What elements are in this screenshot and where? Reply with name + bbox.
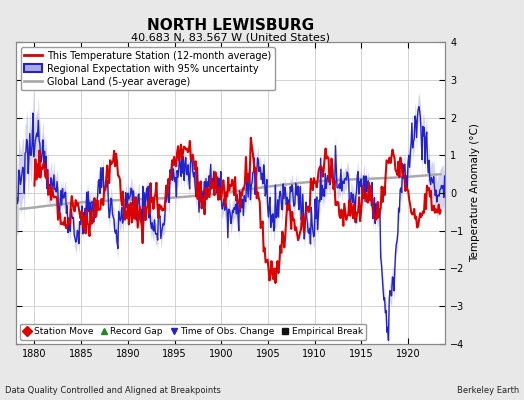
- Text: Data Quality Controlled and Aligned at Breakpoints: Data Quality Controlled and Aligned at B…: [5, 386, 221, 395]
- Y-axis label: Temperature Anomaly (°C): Temperature Anomaly (°C): [470, 124, 480, 262]
- Text: 40.683 N, 83.567 W (United States): 40.683 N, 83.567 W (United States): [131, 33, 330, 43]
- Text: Berkeley Earth: Berkeley Earth: [456, 386, 519, 395]
- Text: NORTH LEWISBURG: NORTH LEWISBURG: [147, 18, 314, 34]
- Legend: Station Move, Record Gap, Time of Obs. Change, Empirical Break: Station Move, Record Gap, Time of Obs. C…: [20, 324, 366, 340]
